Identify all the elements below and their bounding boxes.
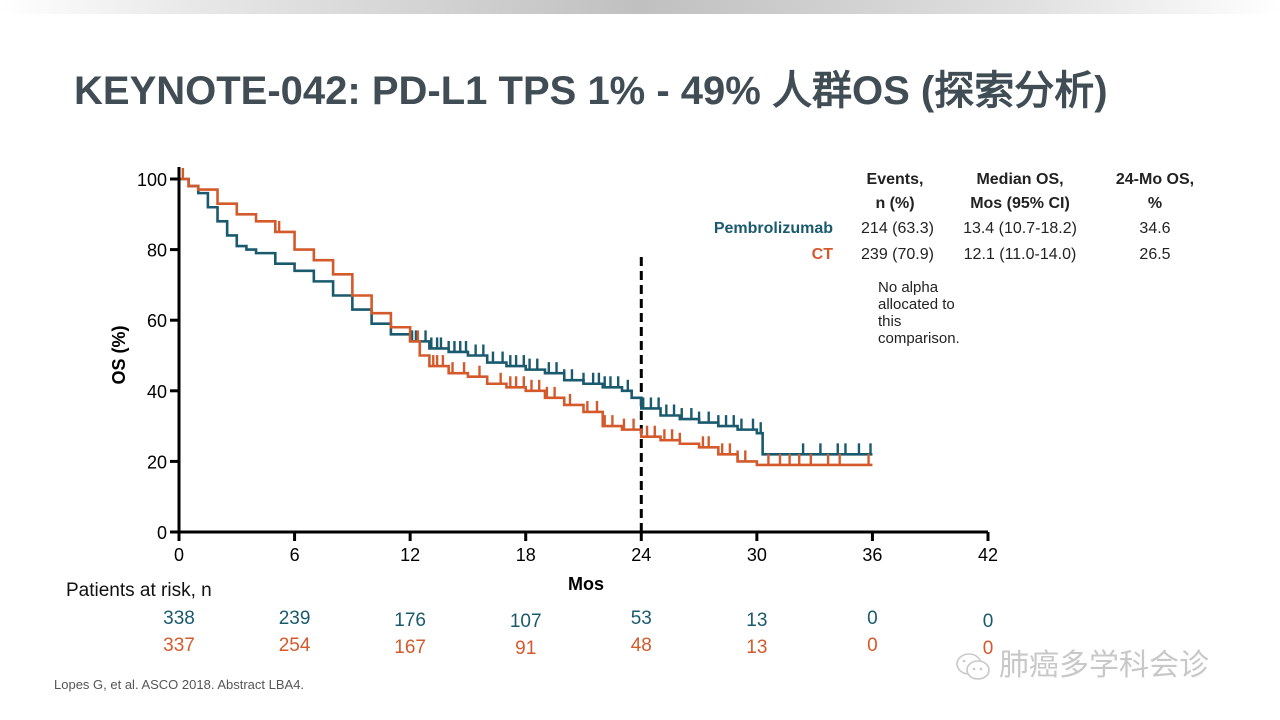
risk-pembro-0: 338 [163,608,195,629]
risk-pembro-24: 53 [630,608,652,629]
y-tick-label: 100 [137,170,167,190]
comparison-note: No alpha allocated to this comparison. [878,279,960,347]
slide-title: KEYNOTE-042: PD-L1 TPS 1% - 49% 人群OS (探索… [74,69,1108,113]
risk-pembro-30: 13 [746,610,768,631]
header-24mo-os: 24-Mo OS, % [1100,168,1210,216]
y-tick-label: 20 [147,452,167,472]
x-tick-label: 6 [290,545,300,565]
axes-layer: 0 6 12 18 24 30 36 42 0 20 40 60 80 100 [137,167,998,565]
series-line-pembrolizumab [179,177,873,456]
header-median-os: Median OS, Mos (95% CI) [945,168,1095,216]
slide-top-bar [0,0,1280,14]
row-label-pembrolizumab: Pembrolizumab [713,220,833,237]
y-tick-label: 80 [147,241,167,261]
cell-24mo-ct: 26.5 [1139,246,1171,263]
cell-events-ct: 239 (70.9) [861,246,934,263]
header-events-line2: n (%) [875,195,915,212]
header-24mo-line1: 24-Mo OS, [1115,171,1195,188]
risk-pembro-6: 239 [278,608,311,629]
y-tick-label: 40 [147,382,167,402]
header-events: Events, n (%) [850,168,940,216]
risk-pembro-12: 176 [394,610,426,631]
risk-ct-6: 254 [278,635,311,656]
x-tick-label: 12 [400,545,420,565]
risk-ct-30: 13 [746,637,768,658]
risk-pembro-18: 107 [509,611,542,632]
cell-median-ct: 12.1 (11.0-14.0) [963,246,1077,263]
watermark-text: 肺癌多学科会诊 [999,649,1209,682]
risk-ct-36: 0 [867,635,878,656]
header-median-line2: Mos (95% CI) [970,195,1070,212]
wechat-icon [956,653,990,680]
citation: Lopes G, et al. ASCO 2018. Abstract LBA4… [54,677,305,692]
cell-24mo-pembro: 34.6 [1139,220,1171,237]
watermark: 肺癌多学科会诊 [955,640,1209,684]
header-24mo-line2: % [1147,195,1163,212]
x-tick-label: 42 [978,545,998,565]
x-tick-label: 36 [862,545,882,565]
y-tick-label: 0 [157,523,167,543]
x-axis-title: Mos [568,574,604,594]
y-axis-title: OS (%) [109,325,129,384]
risk-ct-12: 167 [394,637,426,658]
risk-table-title: Patients at risk, n [66,580,212,601]
x-tick-label: 0 [174,545,184,565]
risk-pembro-36: 0 [867,608,878,629]
risk-ct-24: 48 [630,635,652,656]
y-tick-label: 60 [147,311,167,331]
cell-events-pembro: 214 (63.3) [861,220,934,237]
risk-ct-0: 337 [163,635,195,656]
cell-median-pembro: 13.4 (10.7-18.2) [963,220,1077,237]
risk-pembro-42: 0 [982,611,994,632]
header-median-line1: Median OS, [976,171,1064,188]
risk-ct-42: 0 [982,638,994,659]
row-label-ct: CT [811,246,833,263]
x-tick-label: 30 [747,545,767,565]
series-layer [179,168,873,467]
x-tick-label: 18 [516,545,536,565]
risk-ct-18: 91 [515,638,537,659]
header-events-line1: Events, [866,171,924,188]
x-tick-label: 24 [631,545,651,565]
